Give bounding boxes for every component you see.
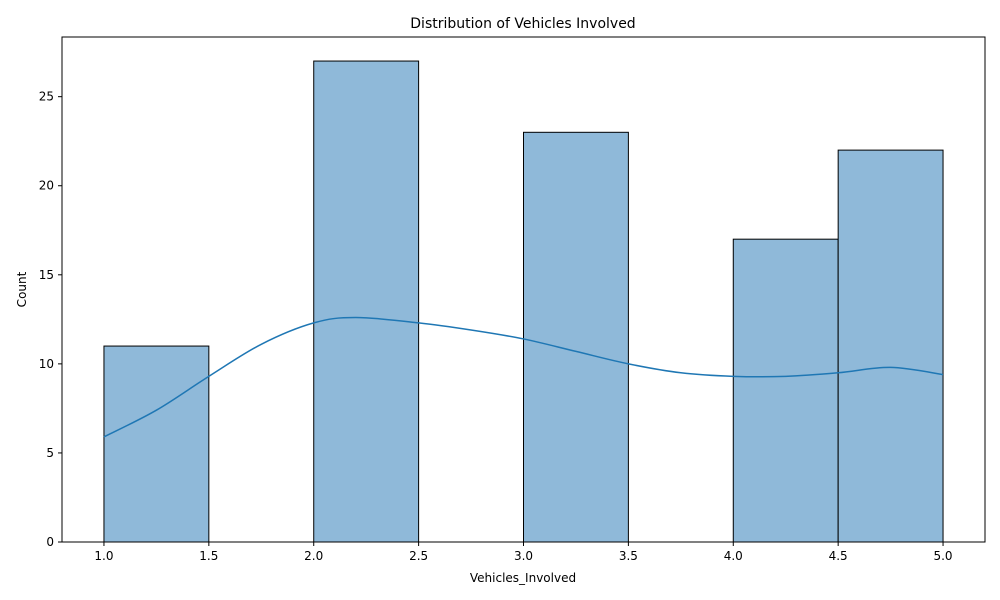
y-axis-label: Count — [15, 271, 29, 307]
y-axis-ticks: 0 5 10 15 20 25 — [39, 90, 62, 549]
y-tick-label: 25 — [39, 90, 54, 104]
histogram-bar-4 — [523, 131, 629, 543]
kde-group — [103, 316, 944, 438]
histogram-bar-0 — [103, 345, 210, 543]
y-tick-label: 0 — [46, 535, 54, 549]
x-tick-label: 2.5 — [409, 549, 428, 563]
histogram-bar-2 — [313, 60, 420, 543]
x-tick-label: 4.0 — [724, 549, 743, 563]
histogram-bar-7 — [837, 149, 944, 543]
chart-title: Distribution of Vehicles Involved — [410, 16, 635, 32]
x-tick-label: 1.0 — [94, 549, 113, 563]
x-tick-label: 4.5 — [829, 549, 848, 563]
histogram-bar-6 — [732, 238, 839, 543]
x-tick-label: 5.0 — [933, 549, 952, 563]
x-tick-label: 1.5 — [199, 549, 218, 563]
y-tick-label: 15 — [39, 268, 54, 282]
y-tick-label: 10 — [39, 357, 54, 371]
y-tick-label: 20 — [39, 179, 54, 193]
x-tick-label: 3.0 — [514, 549, 533, 563]
bars-group — [103, 60, 944, 543]
x-tick-label: 3.5 — [619, 549, 638, 563]
kde-line — [103, 316, 944, 438]
y-tick-label: 5 — [46, 446, 54, 460]
x-axis-ticks: 1.0 1.5 2.0 2.5 3.0 3.5 4.0 4.5 5.0 — [94, 542, 953, 563]
x-axis-label: Vehicles_Involved — [470, 571, 576, 585]
x-tick-label: 2.0 — [304, 549, 323, 563]
